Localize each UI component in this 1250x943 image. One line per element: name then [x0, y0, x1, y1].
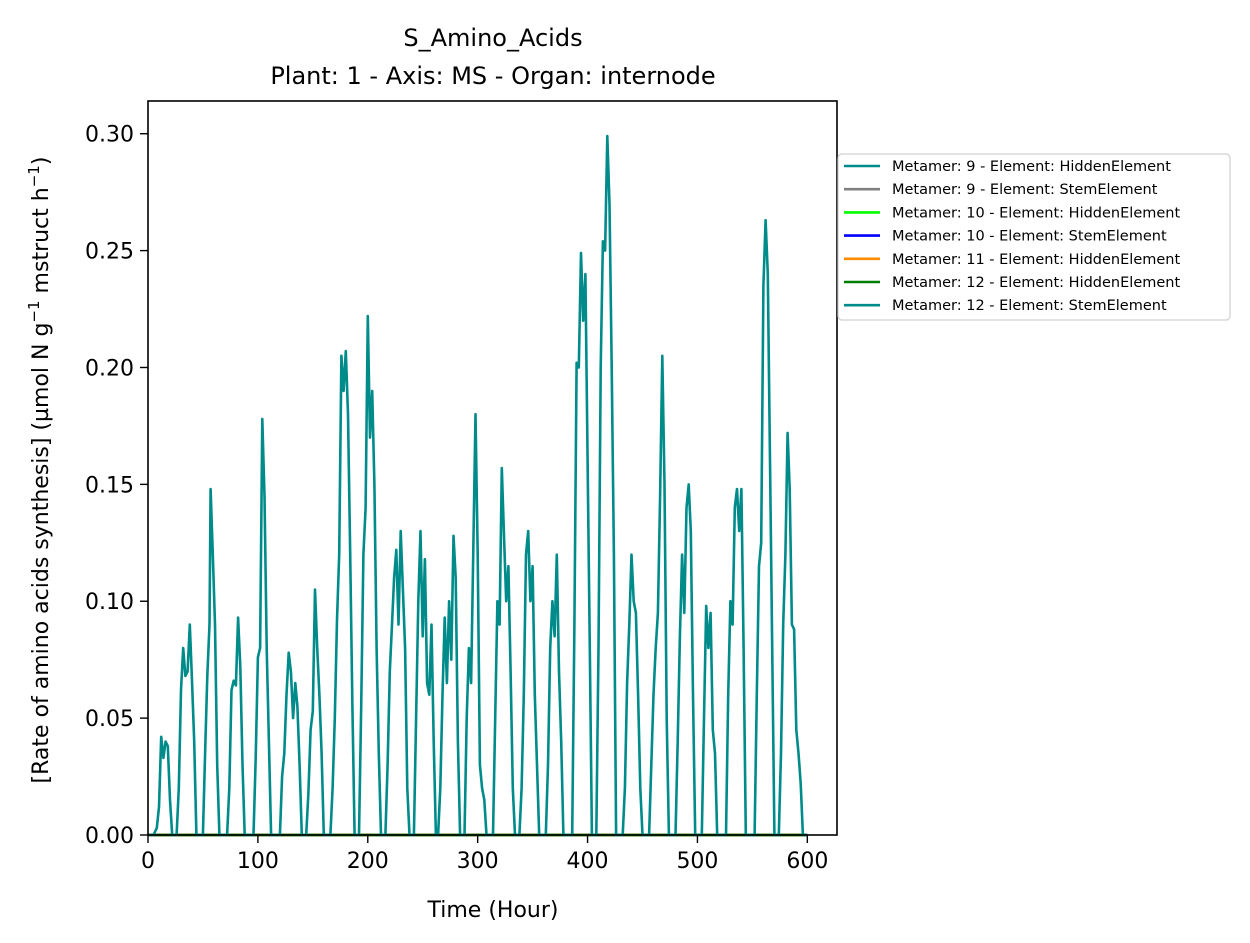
y-tick-label: 0.00	[85, 824, 134, 849]
x-axis-label: Time (Hour)	[427, 898, 559, 923]
y-tick-label: 0.25	[85, 240, 134, 265]
y-tick-label: 0.15	[85, 473, 134, 498]
y-axis-label-sup2: −1	[25, 165, 43, 187]
x-tick-label: 300	[457, 849, 499, 874]
legend-entry-label: Metamer: 12 - Element: StemElement	[892, 298, 1167, 314]
y-tick-label: 0.05	[85, 707, 134, 732]
y-axis-label-mid: mstruct h	[29, 187, 54, 300]
x-tick-label: 500	[676, 849, 718, 874]
chart-title: S_Amino_Acids	[403, 24, 582, 52]
x-tick-label: 600	[786, 849, 828, 874]
series-line-7	[148, 134, 808, 837]
chart-subtitle: Plant: 1 - Axis: MS - Organ: internode	[270, 62, 715, 90]
x-tick-label: 400	[567, 849, 609, 874]
x-axis-ticks: 0 100 200 300 400 500 600	[141, 835, 828, 874]
y-axis-ticks: 0.00 0.05 0.10 0.15 0.20 0.25 0.30	[85, 123, 148, 849]
x-tick-label: 0	[141, 849, 155, 874]
x-tick-label: 100	[237, 849, 279, 874]
legend-entry-label: Metamer: 10 - Element: HiddenElement	[892, 205, 1180, 221]
legend: Metamer: 9 - Element: HiddenElement Metam…	[837, 153, 1231, 321]
y-axis-label: [Rate of amino acids synthesis] (µmol N …	[25, 157, 54, 784]
plot-frame	[147, 100, 838, 836]
y-tick-label: 0.10	[85, 590, 134, 615]
y-tick-label: 0.20	[85, 356, 134, 381]
legend-frame	[837, 153, 1231, 321]
y-tick-label: 0.30	[85, 123, 134, 148]
y-axis-label-sup1: −1	[25, 300, 43, 322]
legend-entry-label: Metamer: 9 - Element: HiddenElement	[892, 159, 1171, 175]
plot-area	[148, 101, 837, 835]
legend-entry-label: Metamer: 11 - Element: HiddenElement	[892, 252, 1180, 268]
x-tick-label: 200	[347, 849, 389, 874]
legend-entry-label: Metamer: 9 - Element: StemElement	[892, 182, 1158, 198]
y-axis-label-end: )	[29, 157, 54, 166]
y-axis-label-main: [Rate of amino acids synthesis] (µmol N …	[29, 323, 54, 784]
legend-entry-label: Metamer: 12 - Element: HiddenElement	[892, 275, 1180, 291]
legend-entry-label: Metamer: 10 - Element: StemElement	[892, 229, 1167, 245]
